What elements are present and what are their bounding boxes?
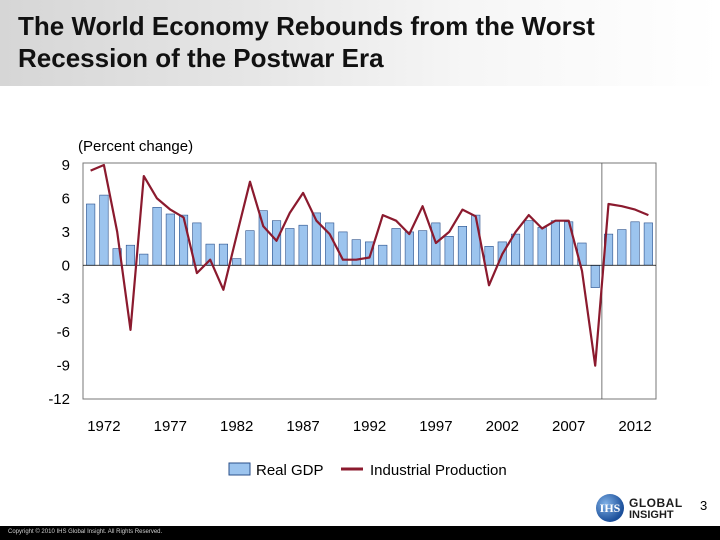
x-tick-label: 2002 bbox=[486, 418, 519, 435]
legend-swatch-real-gdp bbox=[228, 462, 251, 476]
title-band bbox=[0, 0, 720, 86]
bar-1976 bbox=[152, 207, 162, 266]
logo-globe-icon bbox=[596, 494, 624, 522]
bar-2011 bbox=[617, 229, 627, 266]
bar-1977 bbox=[165, 213, 175, 266]
y-tick-label: 0 bbox=[62, 257, 70, 274]
bar-2005 bbox=[537, 227, 547, 266]
bar-1995 bbox=[404, 231, 414, 266]
slide-title: The World Economy Rebounds from the Wors… bbox=[18, 10, 595, 74]
chart-subtitle: (Percent change) bbox=[78, 138, 193, 155]
logo-line-2: INSIGHT bbox=[629, 509, 674, 521]
bar-1991 bbox=[351, 239, 361, 266]
title-line-2: Recession of the Postwar Era bbox=[18, 43, 384, 73]
bar-2004 bbox=[524, 220, 534, 266]
bar-1978 bbox=[179, 214, 189, 266]
plot-area bbox=[82, 162, 657, 400]
bar-1989 bbox=[325, 222, 335, 266]
bar-1998 bbox=[444, 236, 454, 266]
bar-1974 bbox=[125, 244, 135, 266]
y-tick-label: -3 bbox=[57, 291, 70, 308]
bar-1993 bbox=[378, 244, 388, 266]
bar-1987 bbox=[298, 224, 308, 266]
page-number: 3 bbox=[700, 498, 708, 513]
y-tick-label: 9 bbox=[62, 157, 70, 174]
y-tick-label: -9 bbox=[57, 358, 70, 375]
title-line-1: The World Economy Rebounds from the Wors… bbox=[18, 11, 595, 41]
gdp-bars bbox=[86, 194, 653, 288]
bar-1996 bbox=[418, 230, 428, 266]
industrial-production-line bbox=[90, 163, 649, 367]
bar-1972 bbox=[99, 194, 109, 266]
logo-mark: IHS bbox=[599, 501, 621, 515]
y-tick-label: 3 bbox=[62, 224, 70, 241]
x-tick-label: 1987 bbox=[286, 418, 319, 435]
bar-2006 bbox=[550, 220, 561, 266]
y-tick-label: 6 bbox=[62, 190, 70, 207]
bar-1971 bbox=[86, 203, 96, 266]
bar-2000 bbox=[471, 214, 481, 266]
x-tick-label: 2007 bbox=[552, 418, 585, 435]
bar-1994 bbox=[391, 228, 401, 266]
bar-1986 bbox=[285, 228, 295, 266]
ip-polyline bbox=[90, 163, 649, 367]
bar-1985 bbox=[271, 220, 282, 266]
x-tick-label: 1982 bbox=[220, 418, 253, 435]
y-axis-ticks: 9 6 3 0 -3 -6 -9 -12 bbox=[48, 157, 70, 408]
bar-2009 bbox=[590, 264, 600, 288]
legend-label-industrial-production: Industrial Production bbox=[370, 462, 507, 479]
bar-1975 bbox=[139, 253, 149, 266]
x-tick-label: 1972 bbox=[87, 418, 120, 435]
footer-bar: Copyright © 2010 IHS Global Insight. All… bbox=[0, 526, 720, 540]
legend-label-real-gdp: Real GDP bbox=[256, 462, 324, 479]
bar-2001 bbox=[484, 246, 494, 266]
y-tick-label: -12 bbox=[48, 391, 70, 408]
logo-line-1: GLOBAL bbox=[629, 496, 683, 510]
x-tick-label: 1997 bbox=[419, 418, 452, 435]
copyright-text: Copyright © 2010 IHS Global Insight. All… bbox=[8, 529, 163, 535]
bar-1982 bbox=[232, 258, 242, 266]
x-tick-label: 1992 bbox=[353, 418, 386, 435]
bar-1981 bbox=[218, 243, 228, 266]
y-tick-label: -6 bbox=[57, 324, 70, 341]
x-tick-label: 1977 bbox=[154, 418, 187, 435]
x-tick-label: 2012 bbox=[618, 418, 651, 435]
bar-2013 bbox=[643, 222, 653, 266]
ihs-global-insight-logo: IHS GLOBAL INSIGHT bbox=[596, 494, 696, 524]
bar-1999 bbox=[457, 226, 468, 266]
bar-1983 bbox=[245, 230, 255, 266]
x-axis-ticks: 1972 1977 1982 1987 1992 1997 2002 2007 2012 bbox=[87, 418, 652, 435]
bar-2012 bbox=[630, 221, 640, 266]
legend: Real GDP Industrial Production bbox=[228, 462, 507, 479]
